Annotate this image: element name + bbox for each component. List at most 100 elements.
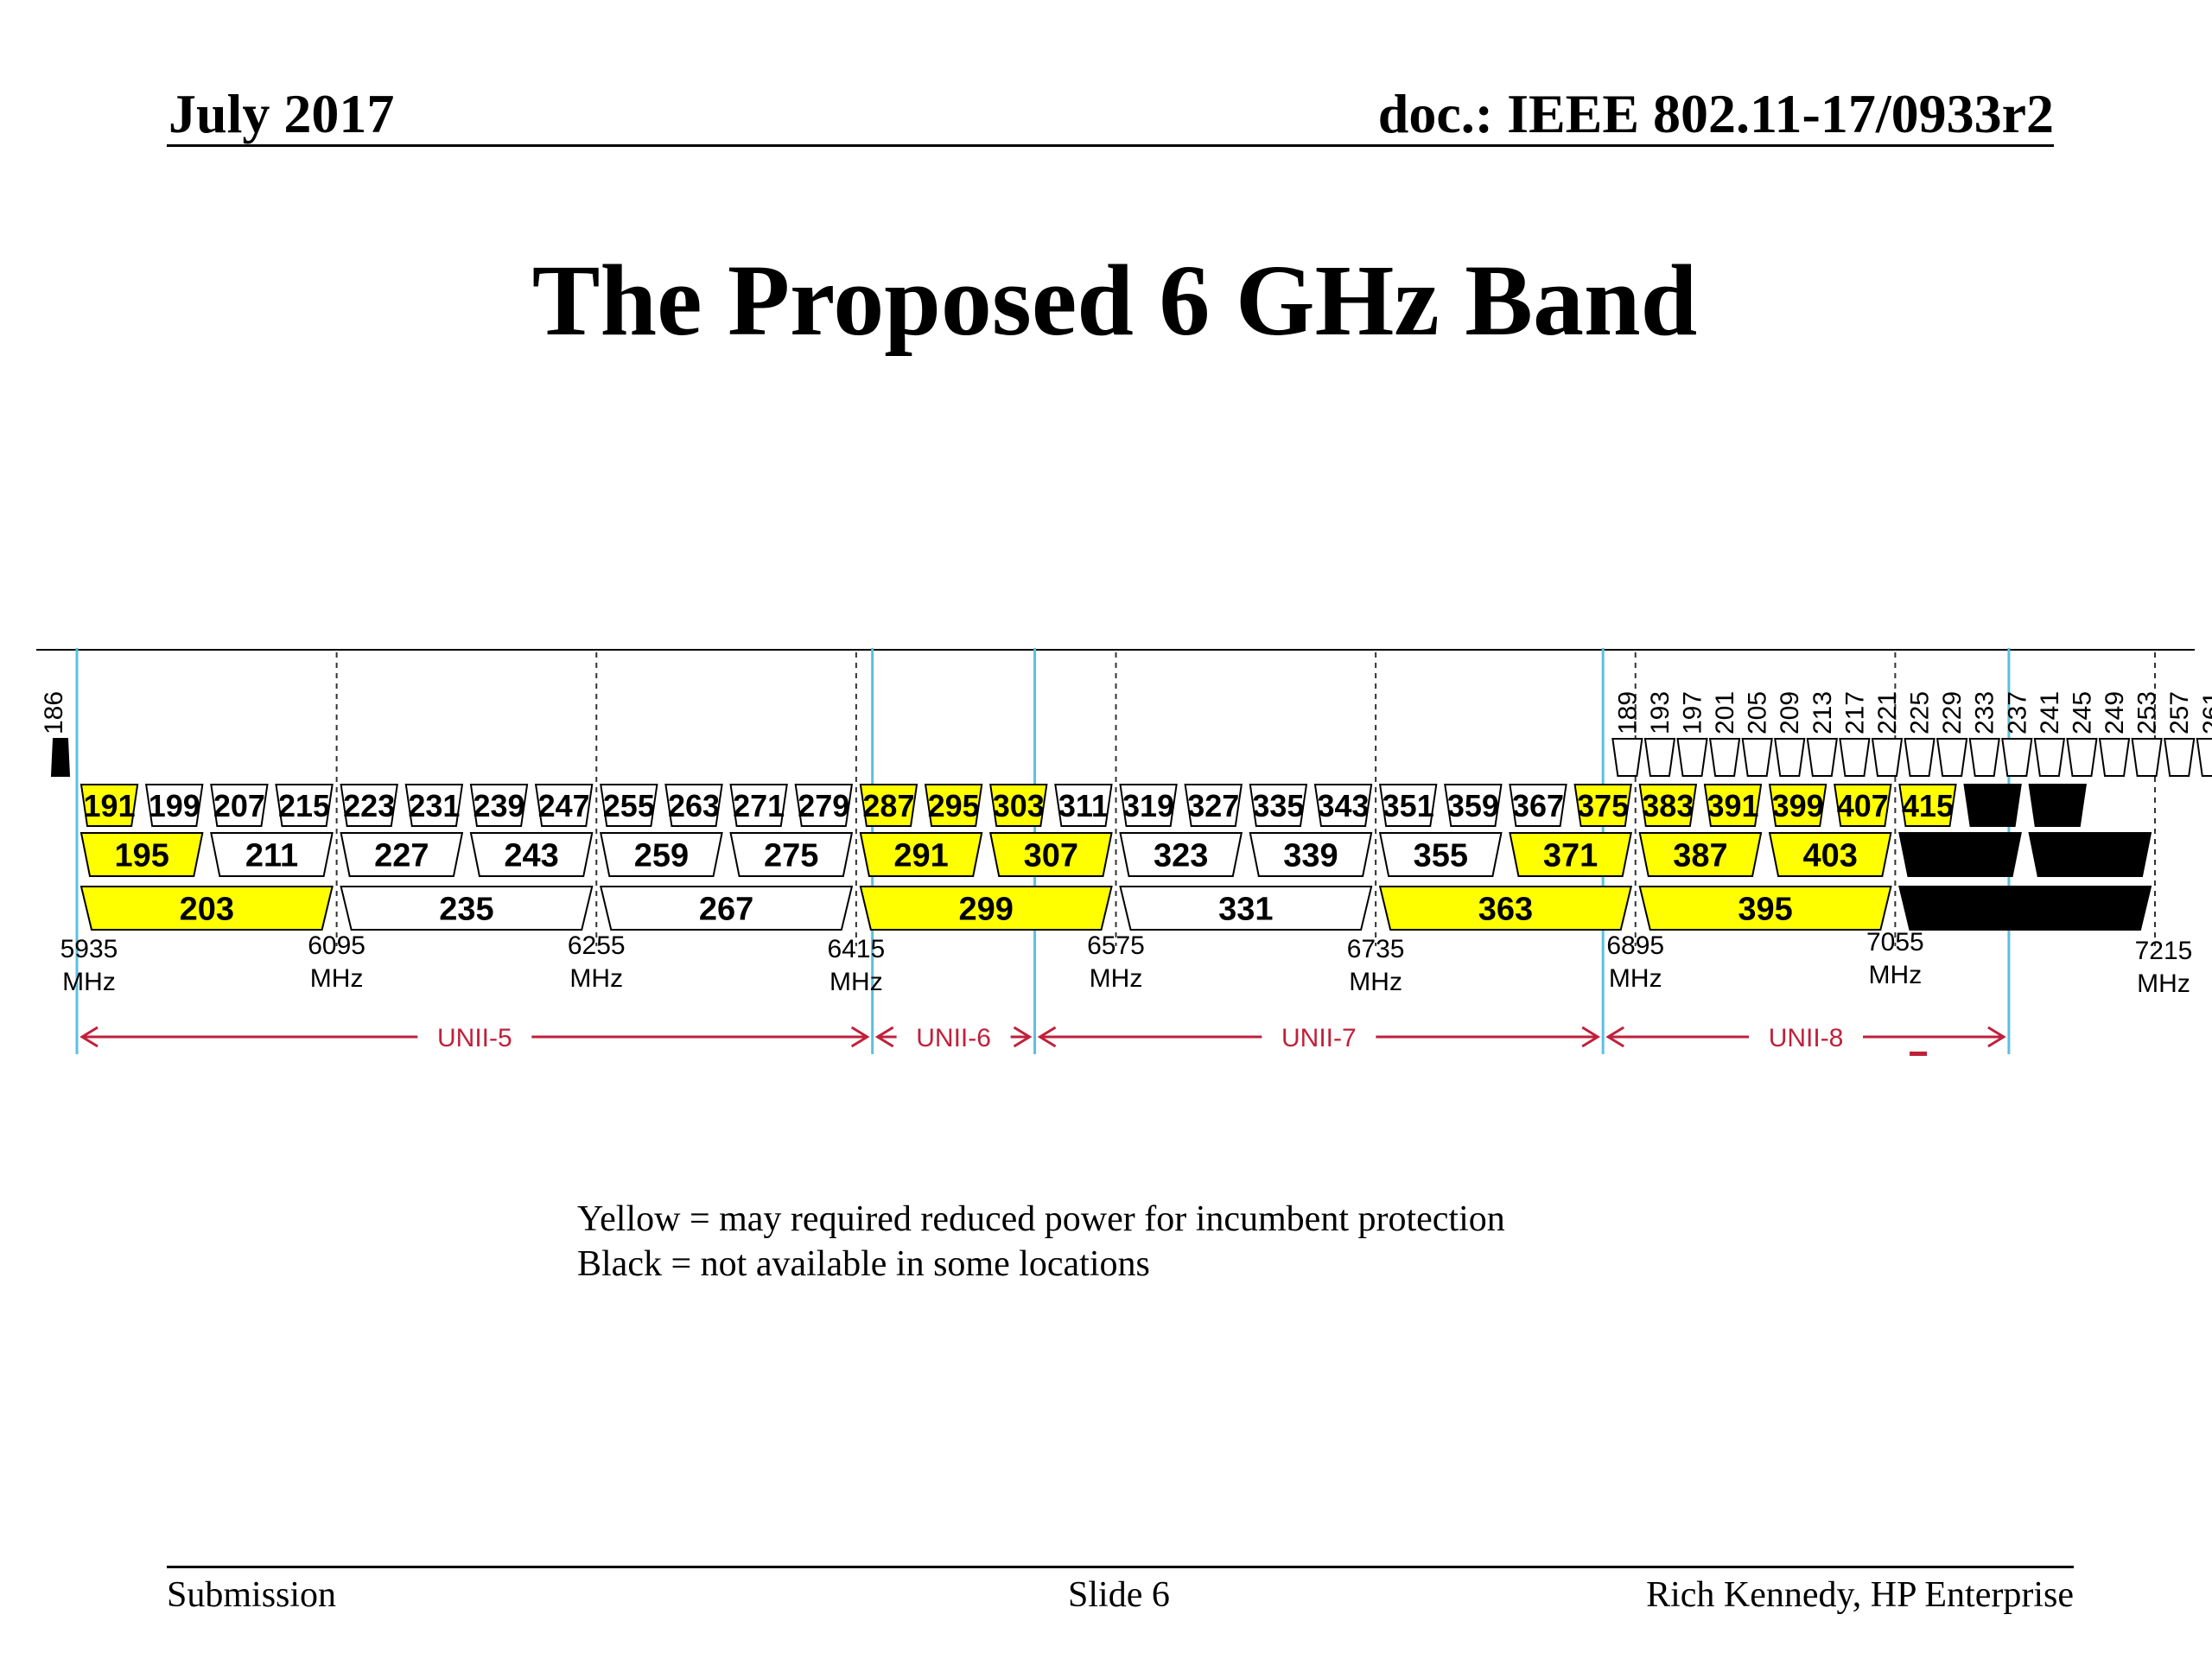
band-arrowhead-left	[1037, 1026, 1057, 1048]
legend: Yellow = may required reduced power for …	[577, 1197, 1505, 1287]
ch40-cell-287	[859, 784, 918, 827]
ch80-cell-259	[600, 832, 723, 877]
band-arrowhead-left	[874, 1026, 894, 1048]
ch40-label: 215	[278, 788, 330, 823]
ch20-label: 245	[2068, 691, 2096, 734]
ch80-label: 259	[634, 838, 689, 874]
ch160-label: 299	[958, 892, 1013, 928]
ch40-label: 199	[149, 788, 200, 823]
freq-value: 6735	[1347, 935, 1405, 963]
ch20-label: 205	[1744, 691, 1772, 734]
band-arrowhead-right	[850, 1026, 870, 1048]
freq-unit: MHz	[1869, 961, 1923, 989]
ch80-label: 355	[1414, 838, 1468, 874]
freq-unit: MHz	[62, 968, 116, 996]
ch20-cell-221	[1871, 738, 1904, 777]
ch40-cell-311	[1054, 784, 1113, 827]
ch40-label: 279	[798, 788, 849, 823]
ch40-label: 359	[1447, 788, 1499, 823]
ch20-label: 237	[2003, 691, 2031, 734]
ch80-cell-211	[210, 832, 334, 877]
ch80-cell-387	[1638, 832, 1763, 877]
freq-unit: MHz	[569, 964, 623, 993]
ch80-label: 323	[1154, 838, 1208, 874]
ch40-cell-295	[924, 784, 983, 827]
ch20-cell-225	[1904, 738, 1936, 777]
footer-submission: Submission	[167, 1575, 337, 1615]
ch40-cell-black-30	[2028, 784, 2088, 827]
legend-black: Black = not available in some locations	[577, 1244, 1150, 1284]
ch40-label: 231	[408, 788, 460, 823]
ch40-cell-239	[469, 784, 529, 827]
band-label: UNII-5	[437, 1024, 512, 1052]
ch80-cell-227	[340, 832, 464, 877]
ch40-cell-367	[1509, 784, 1567, 827]
ch80-label: 371	[1543, 838, 1598, 874]
ch20-cell-237	[2001, 738, 2033, 777]
ch40-label: 303	[993, 788, 1045, 823]
ch40-cell-303	[989, 784, 1048, 827]
ch20-label: 261	[2198, 691, 2212, 734]
ch20-label: 189	[1613, 691, 1642, 734]
ch40-label: 263	[668, 788, 720, 823]
ch80-cell-403	[1768, 832, 1892, 877]
ch20-cell-253	[2131, 738, 2163, 777]
freq-value: 5935	[60, 935, 118, 963]
ch40-label: 383	[1642, 788, 1694, 823]
ch80-cell-black-14	[1898, 832, 2022, 877]
ch20-label: 241	[2036, 691, 2064, 734]
ch40-cell-335	[1249, 784, 1308, 827]
ch40-cell-375	[1573, 784, 1632, 827]
ch20-cell-261	[2196, 738, 2212, 777]
ch40-cell-215	[275, 784, 334, 827]
ch40-cell-199	[144, 784, 204, 827]
ch20-label: 249	[2101, 691, 2129, 734]
ch80-label: 211	[245, 838, 298, 874]
ch40-label: 223	[343, 788, 395, 823]
ch80-label: 403	[1803, 838, 1858, 874]
ch20-label: 201	[1711, 691, 1739, 734]
ch40-label: 391	[1707, 788, 1758, 823]
ch40-label: 271	[733, 788, 785, 823]
ch20-label: 193	[1646, 691, 1675, 734]
ch160-cell-267	[599, 886, 854, 931]
ch20-label: 233	[1971, 691, 1999, 734]
ch40-cell-271	[729, 784, 788, 827]
header-date: July 2017	[168, 83, 395, 144]
band-label: UNII-7	[1281, 1024, 1357, 1052]
ch40-label: 351	[1382, 788, 1434, 823]
band-arrowhead-right	[1987, 1026, 2006, 1048]
ch40-cell-255	[600, 784, 658, 827]
freq-value: 6895	[1606, 931, 1664, 960]
ch20-label: 253	[2133, 691, 2162, 734]
ch160-label: 363	[1478, 892, 1533, 928]
ch80-cell-195	[79, 832, 204, 877]
channel-diagram: 186 189 193 197 201 205 209 213 217 221 225 229 233 2…	[36, 648, 2212, 1056]
ch20-cell-229	[1936, 738, 1968, 777]
ch160-cell-235	[340, 886, 594, 931]
ch20-label: 213	[1808, 691, 1837, 734]
ch80-cell-371	[1509, 832, 1632, 877]
ch20-label: 197	[1679, 691, 1707, 734]
ch20-label: 186	[40, 691, 68, 734]
ch40-label: 367	[1512, 788, 1564, 823]
ch80-label: 227	[374, 838, 429, 874]
ch20-cell-213	[1806, 738, 1838, 777]
ch40-cell-327	[1184, 784, 1243, 827]
freq-value: 6255	[568, 931, 626, 960]
ch80-cell-307	[988, 832, 1113, 877]
ch80-cell-355	[1378, 832, 1503, 877]
ch80-cell-323	[1119, 832, 1243, 877]
freq-unit: MHz	[1609, 964, 1662, 993]
ch20-label: 229	[1938, 691, 1967, 734]
ch40-label: 319	[1122, 788, 1174, 823]
ch160-label: 235	[439, 892, 493, 928]
freq-value: 7215	[2135, 937, 2193, 965]
ch80-cell-339	[1249, 832, 1373, 877]
ch20-cell-193	[1643, 738, 1676, 777]
ch160-cell-black-7	[1898, 886, 2152, 931]
ch20-cell-205	[1741, 738, 1773, 777]
ch20-cell-186	[50, 738, 71, 777]
slide-title: The Proposed 6 GHz Band	[531, 244, 1698, 357]
ch40-cell-191	[79, 784, 139, 827]
